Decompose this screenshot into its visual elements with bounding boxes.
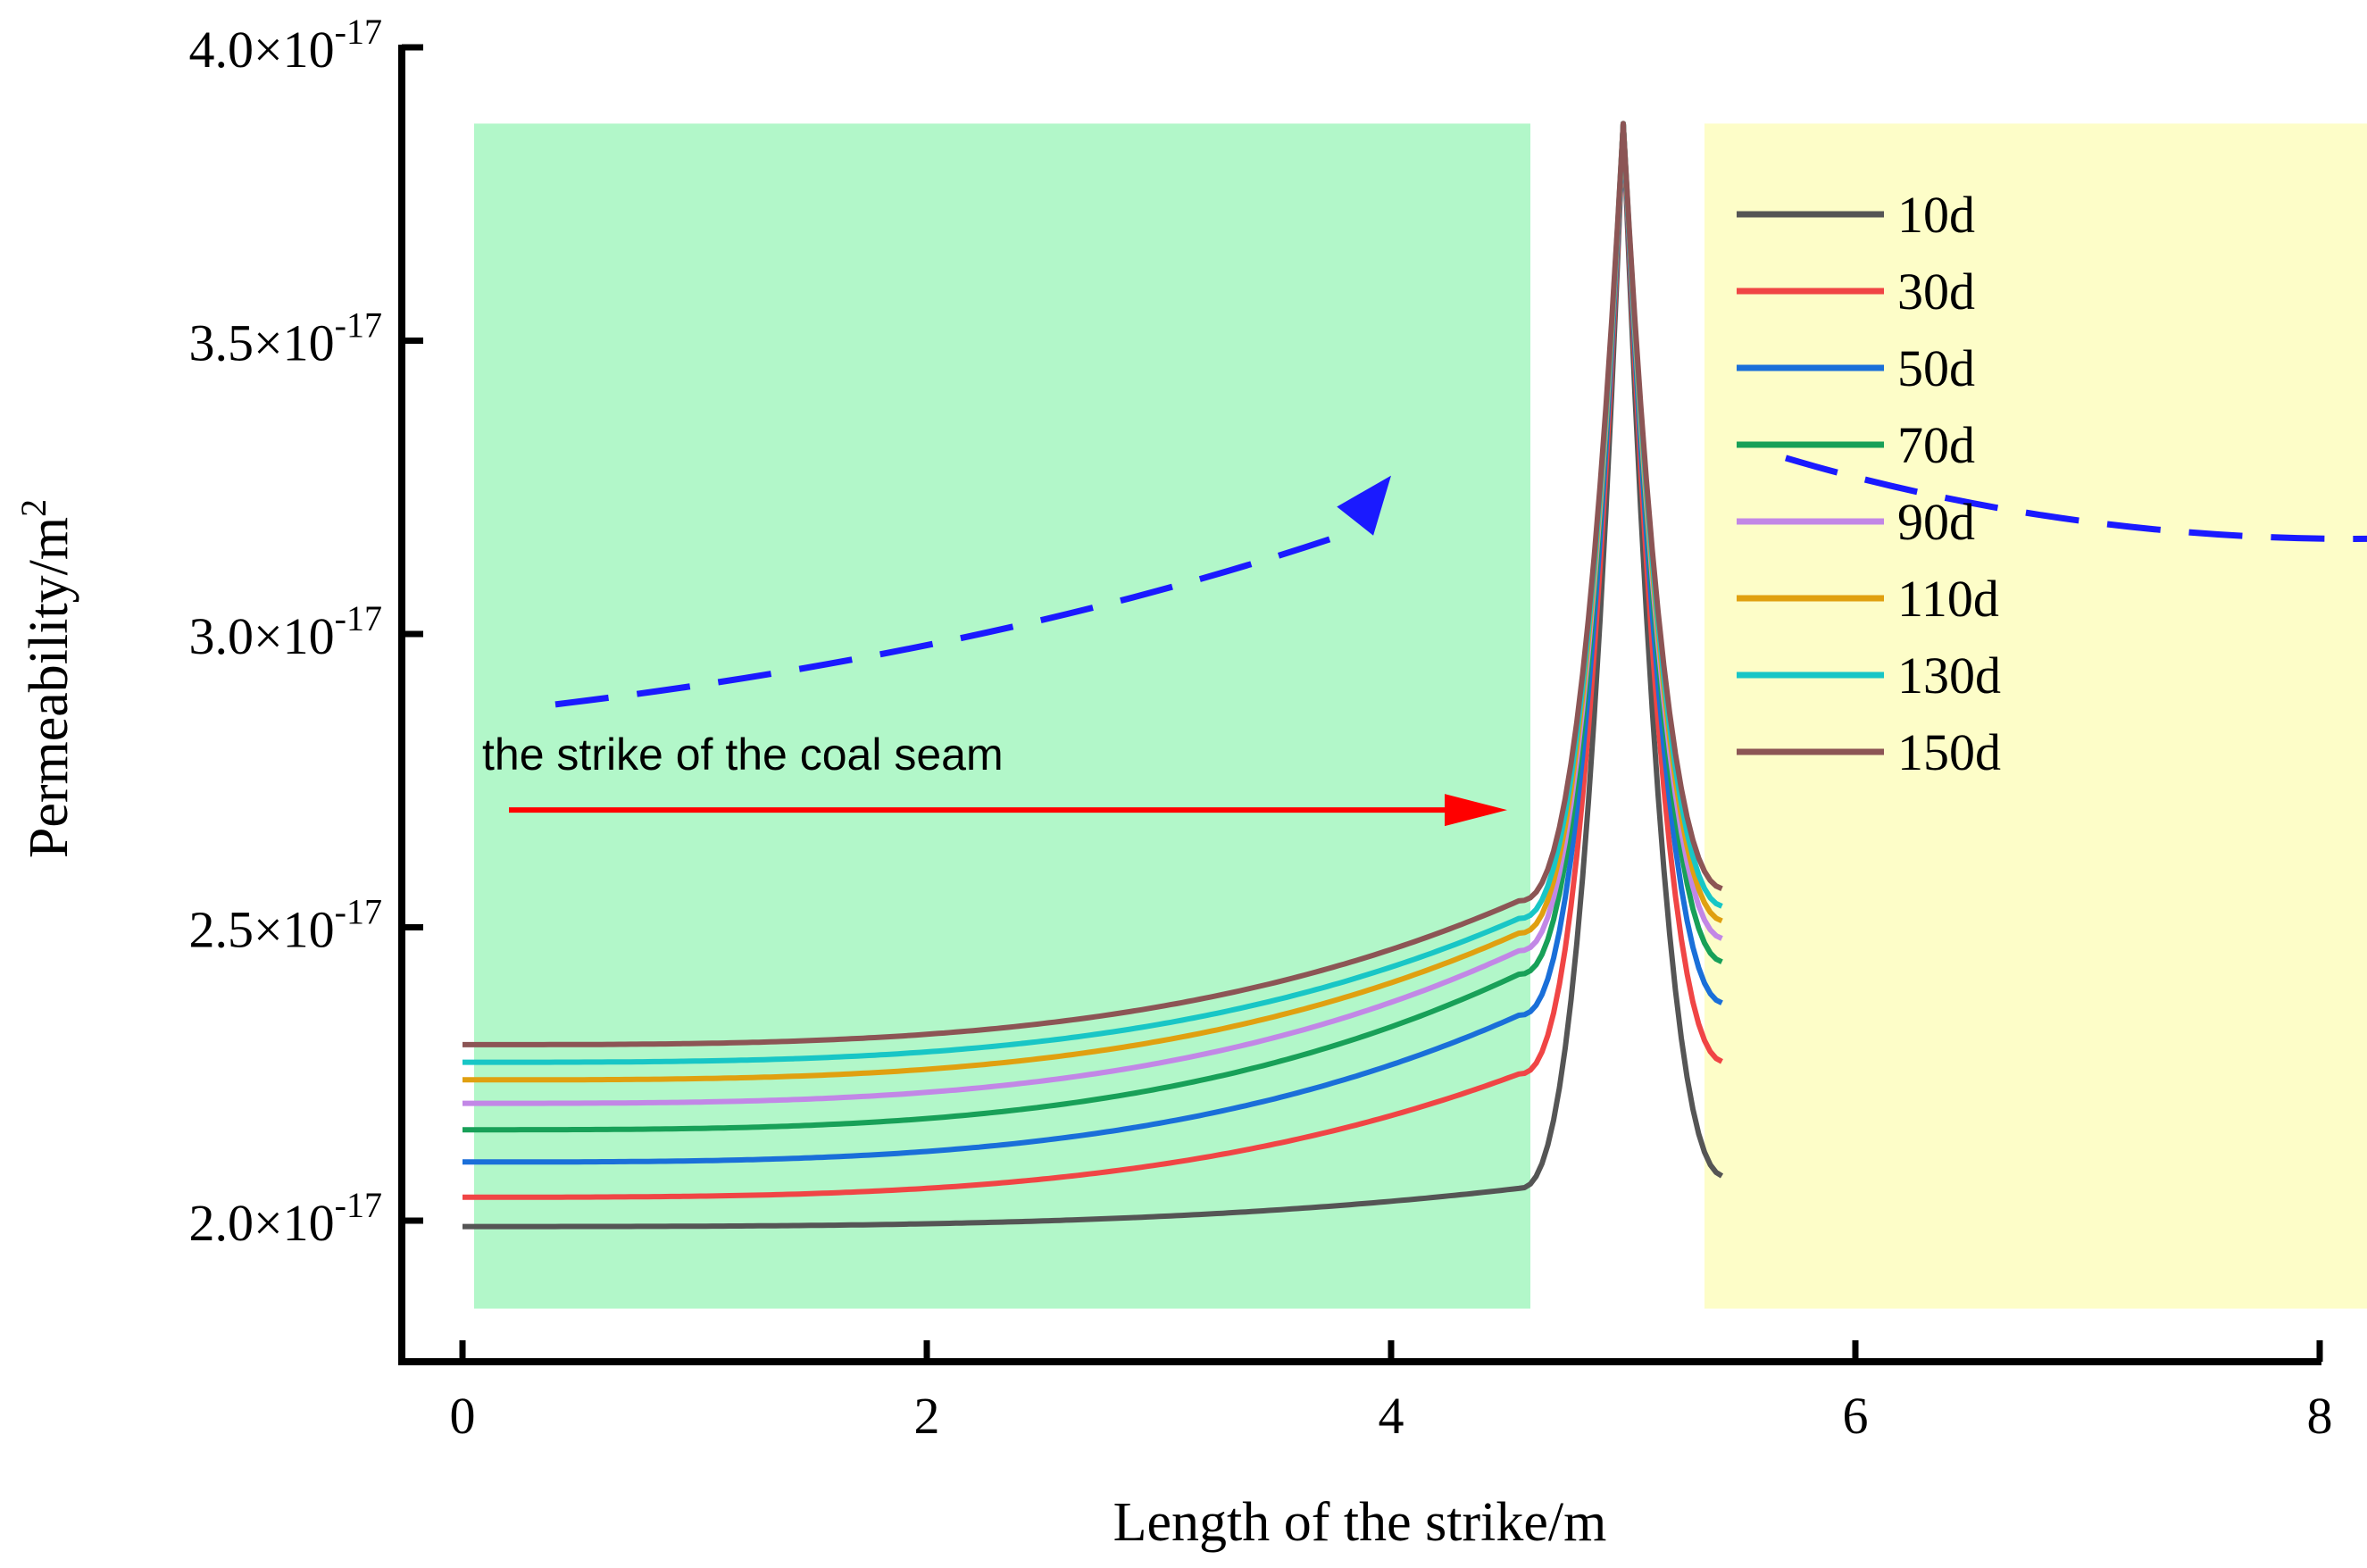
x-tick-label-4: 4 bbox=[1379, 1387, 1404, 1445]
series-line-10d bbox=[463, 121, 1724, 1230]
left-trend-curve bbox=[554, 530, 1346, 708]
strike-arrow-head bbox=[1445, 794, 1507, 827]
x-axis-title: Length of the strike/m bbox=[1113, 1492, 1607, 1553]
x-tick-label-6: 6 bbox=[1843, 1387, 1869, 1445]
strike-annotation-text: the strike of the coal seam bbox=[482, 730, 1004, 780]
left-trend-arrow-head bbox=[1337, 475, 1391, 536]
series-line-70d bbox=[463, 121, 1723, 1133]
legend: 10d 30d 50d 70d 90d 110d 130d 150d bbox=[1737, 186, 2001, 781]
legend-label-10d: 10d bbox=[1897, 186, 1975, 244]
series-lines bbox=[463, 121, 1724, 1230]
series-line-130d bbox=[463, 121, 1723, 1065]
series-line-110d bbox=[463, 121, 1723, 1083]
x-tick-label-8: 8 bbox=[2307, 1387, 2333, 1445]
legend-label-150d: 150d bbox=[1897, 723, 2001, 781]
series-line-30d bbox=[463, 121, 1723, 1200]
y-tick-label-2.5: 2.5×10-17 bbox=[188, 892, 382, 959]
series-line-90d bbox=[463, 121, 1723, 1106]
highlight-regions bbox=[474, 123, 2367, 1309]
legend-label-30d: 30d bbox=[1897, 263, 1975, 321]
y-tick-label-4.0: 4.0×10-17 bbox=[188, 12, 382, 79]
legend-label-50d: 50d bbox=[1897, 339, 1975, 397]
legend-label-110d: 110d bbox=[1897, 570, 1999, 628]
legend-label-130d: 130d bbox=[1897, 646, 2001, 705]
y-axis-title-sup: 2 bbox=[13, 499, 54, 517]
legend-label-90d: 90d bbox=[1897, 493, 1975, 551]
right-trend-curve bbox=[1785, 455, 2367, 542]
y-axis-title-main: Permeability/m bbox=[19, 517, 79, 858]
y-tick-label-2.0: 2.0×10-17 bbox=[188, 1185, 382, 1252]
y-axis-title: Permeability/m2 bbox=[13, 499, 79, 858]
y-tick-label-3.0: 3.0×10-17 bbox=[188, 598, 382, 665]
y-tick-label-3.5: 3.5×10-17 bbox=[188, 305, 382, 372]
axes: 02468101214162.0×10-172.5×10-173.0×10-17… bbox=[188, 12, 2333, 1445]
x-tick-label-2: 2 bbox=[914, 1387, 940, 1445]
trend-annotations: the strike of the coal seam bbox=[482, 455, 2367, 827]
yellow-zone bbox=[1704, 123, 2367, 1309]
series-line-150d bbox=[463, 121, 1723, 1047]
legend-label-70d: 70d bbox=[1897, 416, 1975, 474]
series-line-50d bbox=[463, 121, 1723, 1165]
x-tick-label-0: 0 bbox=[450, 1387, 476, 1445]
